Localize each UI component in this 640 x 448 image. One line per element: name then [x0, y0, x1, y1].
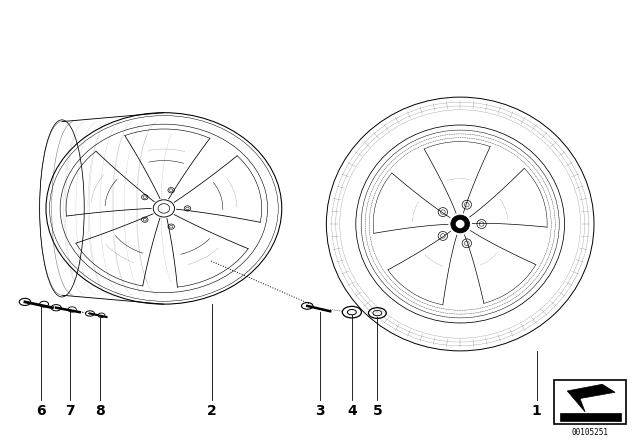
Text: 00105251: 00105251: [572, 428, 609, 437]
Text: 5: 5: [372, 404, 382, 418]
Text: 1: 1: [532, 404, 541, 418]
Text: 3: 3: [315, 404, 325, 418]
Text: 6: 6: [36, 404, 45, 418]
Ellipse shape: [451, 215, 470, 233]
Ellipse shape: [356, 125, 564, 323]
Text: 8: 8: [95, 404, 105, 418]
Text: 4: 4: [347, 404, 356, 418]
Ellipse shape: [456, 220, 465, 228]
Text: 2: 2: [207, 404, 216, 418]
Polygon shape: [567, 384, 615, 412]
Bar: [554, 380, 626, 424]
Text: 7: 7: [65, 404, 75, 418]
Bar: [559, 413, 621, 421]
